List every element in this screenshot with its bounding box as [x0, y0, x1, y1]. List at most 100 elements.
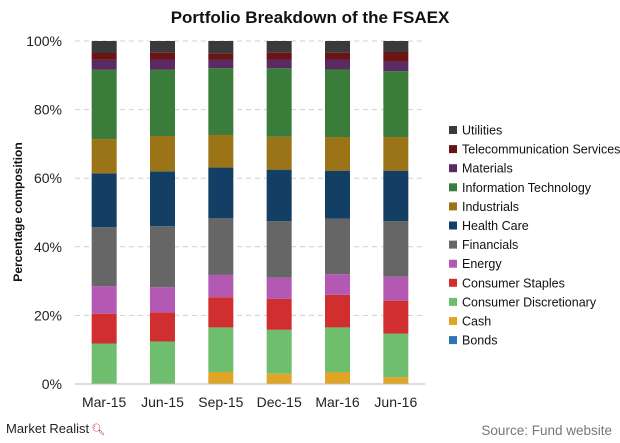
legend-swatch: [449, 297, 457, 306]
bar-segment: [208, 59, 234, 69]
bar-segment: [208, 134, 234, 168]
bar-segment: [150, 226, 175, 288]
bar-segment: [91, 41, 117, 54]
bar-segment: [208, 218, 234, 275]
y-axis-ticks: 0% 20% 40% 60% 80% 100%: [26, 33, 62, 392]
bar-segment: [208, 167, 234, 219]
legend-swatch: [449, 259, 457, 268]
x-tick-label: Sep-15: [198, 394, 243, 410]
bar-segment: [266, 68, 292, 137]
bar-segment: [266, 298, 292, 330]
bar-segment: [266, 169, 292, 222]
bar-segment: [91, 227, 117, 287]
bar-segment: [383, 300, 409, 334]
bars: [91, 41, 409, 384]
bar-segment: [91, 343, 117, 384]
bar-segment: [266, 41, 292, 53]
legend-label: Health Care: [462, 219, 529, 233]
brand-logo: Market Realist 🔍︎: [6, 421, 105, 436]
x-tick-label: Jun-16: [374, 394, 417, 410]
bar-segment: [325, 52, 350, 60]
bar-segment: [91, 69, 117, 140]
legend-swatch: [449, 202, 457, 211]
legend-label: Bonds: [462, 334, 497, 348]
x-axis-ticks: Mar-15 Jun-15 Sep-15 Dec-15 Mar-16 Jun-16: [82, 394, 417, 410]
bar-segment: [91, 59, 117, 70]
legend-swatch: [449, 145, 457, 154]
bar-segment: [208, 371, 234, 384]
magnifier-icon: 🔍︎: [91, 424, 106, 436]
gridlines: [75, 40, 425, 316]
bar-segment: [325, 274, 350, 295]
bar-segment: [266, 221, 292, 278]
bar-segment: [266, 373, 292, 384]
bar-segment: [208, 68, 234, 135]
bar-segment: [150, 171, 175, 227]
bar-segment: [208, 53, 234, 60]
y-tick-label: 100%: [26, 33, 62, 49]
legend-label: Energy: [462, 257, 502, 271]
bar-segment: [150, 69, 175, 137]
bar-segment: [266, 52, 292, 60]
bar-segment: [325, 41, 350, 53]
bar-segment: [91, 286, 117, 314]
bar-segment: [208, 297, 234, 328]
bar-segment: [150, 52, 175, 60]
bar-segment: [150, 59, 175, 70]
bar-segment: [150, 287, 175, 313]
bar-segment: [383, 221, 409, 277]
chart-title: Portfolio Breakdown of the FSAEX: [171, 8, 450, 27]
legend-label: Consumer Discretionary: [462, 295, 597, 309]
bar-segment: [325, 371, 350, 384]
x-tick-label: Jun-15: [141, 394, 184, 410]
bar-segment: [91, 173, 117, 228]
y-axis-label: Percentage composition: [11, 142, 25, 281]
bar-segment: [208, 274, 234, 298]
bar-segment: [150, 136, 175, 172]
bar-segment: [383, 137, 409, 171]
x-tick-label: Mar-16: [315, 394, 360, 410]
bar-segment: [150, 312, 175, 342]
legend-label: Telecommunication Services: [462, 143, 620, 157]
bar-segment: [91, 139, 117, 174]
y-tick-label: 20%: [34, 307, 62, 323]
y-tick-label: 80%: [34, 102, 62, 118]
bar-segment: [325, 294, 350, 328]
legend-swatch: [449, 164, 457, 173]
bar-segment: [91, 53, 117, 60]
bar-segment: [150, 41, 175, 53]
bar-segment: [325, 69, 350, 138]
legend: Utilities Telecommunication Services Mater…: [449, 124, 620, 348]
x-tick-label: Mar-15: [82, 394, 127, 410]
legend-swatch: [449, 221, 457, 230]
x-tick-label: Dec-15: [257, 394, 302, 410]
legend-swatch: [449, 317, 457, 325]
bar-segment: [325, 170, 350, 219]
bar-segment: [325, 327, 350, 372]
bar-segment: [383, 61, 409, 72]
bar-segment: [383, 51, 409, 62]
bar-segment: [383, 41, 409, 52]
bar-segment: [91, 313, 117, 344]
legend-label: Materials: [462, 162, 513, 176]
bar-segment: [266, 329, 292, 374]
bar-segment: [208, 41, 234, 54]
legend-label: Consumer Staples: [462, 276, 565, 290]
bar-segment: [150, 341, 175, 384]
bar-segment: [325, 218, 350, 275]
y-tick-label: 60%: [34, 170, 62, 186]
bar-segment: [383, 333, 409, 378]
legend-label: Financials: [462, 238, 518, 252]
bar-segment: [325, 137, 350, 171]
legend-swatch: [449, 336, 457, 345]
bar-segment: [266, 59, 292, 69]
bar-segment: [208, 327, 234, 372]
y-tick-label: 40%: [34, 239, 62, 255]
legend-label: Industrials: [462, 200, 519, 214]
bar-segment: [383, 170, 409, 222]
bar-segment: [266, 277, 292, 299]
legend-label: Information Technology: [462, 181, 592, 195]
bar-segment: [266, 136, 292, 170]
bar-segment: [383, 276, 409, 301]
